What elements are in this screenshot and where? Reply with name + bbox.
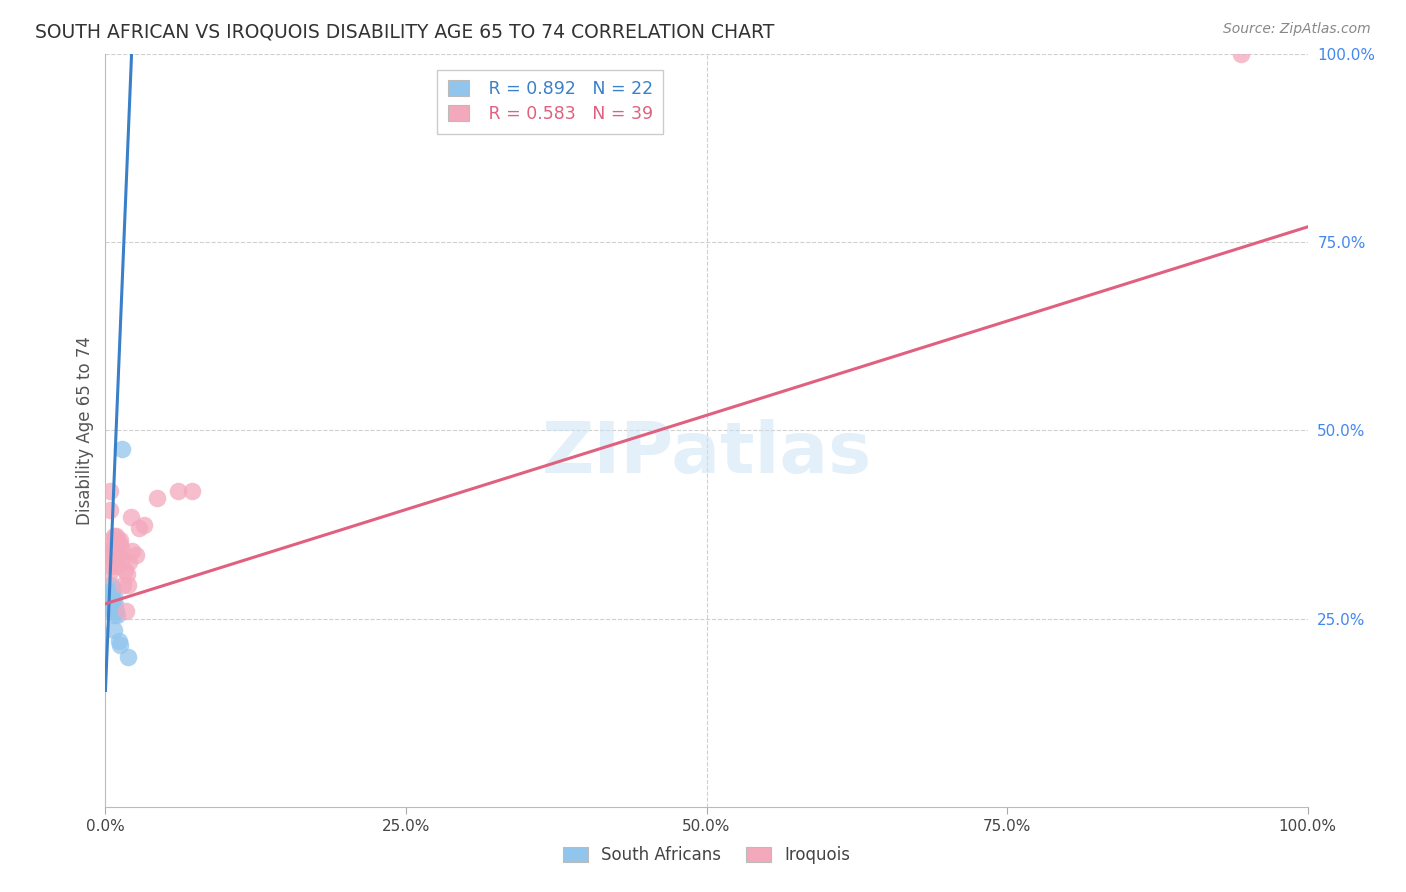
- Point: [166, 483, 188, 498]
- Point: [114, 563, 136, 577]
- Point: [105, 559, 128, 574]
- Point: [111, 442, 134, 457]
- Point: [115, 604, 138, 618]
- Point: [101, 593, 124, 607]
- Point: [108, 638, 131, 652]
- Legend: South Africans, Iroquois: South Africans, Iroquois: [555, 839, 858, 871]
- Point: [98, 502, 121, 516]
- Point: [98, 589, 121, 603]
- Point: [98, 483, 121, 498]
- Point: [124, 548, 146, 562]
- Point: [107, 544, 129, 558]
- Point: [107, 548, 129, 562]
- Point: [107, 608, 129, 623]
- Point: [117, 578, 139, 592]
- Point: [115, 566, 138, 581]
- Point: [108, 533, 131, 547]
- Point: [100, 593, 122, 607]
- Point: [101, 582, 124, 596]
- Point: [107, 533, 129, 547]
- Point: [110, 540, 132, 554]
- Point: [100, 578, 122, 592]
- Point: [107, 536, 129, 550]
- Point: [103, 600, 125, 615]
- Point: [118, 555, 141, 569]
- Point: [104, 551, 127, 566]
- Point: [181, 483, 204, 498]
- Point: [98, 600, 121, 615]
- Point: [1230, 46, 1253, 61]
- Point: [101, 604, 124, 618]
- Point: [100, 533, 122, 547]
- Point: [128, 521, 150, 535]
- Point: [121, 544, 143, 558]
- Point: [101, 540, 124, 554]
- Point: [103, 529, 125, 543]
- Point: [107, 634, 129, 648]
- Text: Source: ZipAtlas.com: Source: ZipAtlas.com: [1223, 22, 1371, 37]
- Point: [105, 604, 128, 618]
- Point: [105, 529, 128, 543]
- Point: [98, 597, 121, 611]
- Point: [101, 600, 124, 615]
- Point: [103, 589, 125, 603]
- Point: [104, 544, 127, 558]
- Y-axis label: Disability Age 65 to 74: Disability Age 65 to 74: [76, 336, 94, 524]
- Point: [100, 600, 122, 615]
- Point: [103, 555, 125, 569]
- Point: [101, 551, 124, 566]
- Point: [100, 544, 122, 558]
- Point: [132, 517, 155, 532]
- Point: [98, 566, 121, 581]
- Point: [103, 608, 125, 623]
- Point: [100, 559, 122, 574]
- Text: SOUTH AFRICAN VS IROQUOIS DISABILITY AGE 65 TO 74 CORRELATION CHART: SOUTH AFRICAN VS IROQUOIS DISABILITY AGE…: [35, 22, 775, 41]
- Point: [104, 533, 127, 547]
- Point: [104, 597, 127, 611]
- Point: [103, 544, 125, 558]
- Point: [112, 578, 135, 592]
- Point: [105, 540, 128, 554]
- Point: [111, 551, 134, 566]
- Point: [103, 623, 125, 637]
- Point: [117, 649, 139, 664]
- Point: [120, 510, 142, 524]
- Point: [100, 585, 122, 599]
- Text: ZIPatlas: ZIPatlas: [541, 418, 872, 488]
- Point: [146, 491, 169, 506]
